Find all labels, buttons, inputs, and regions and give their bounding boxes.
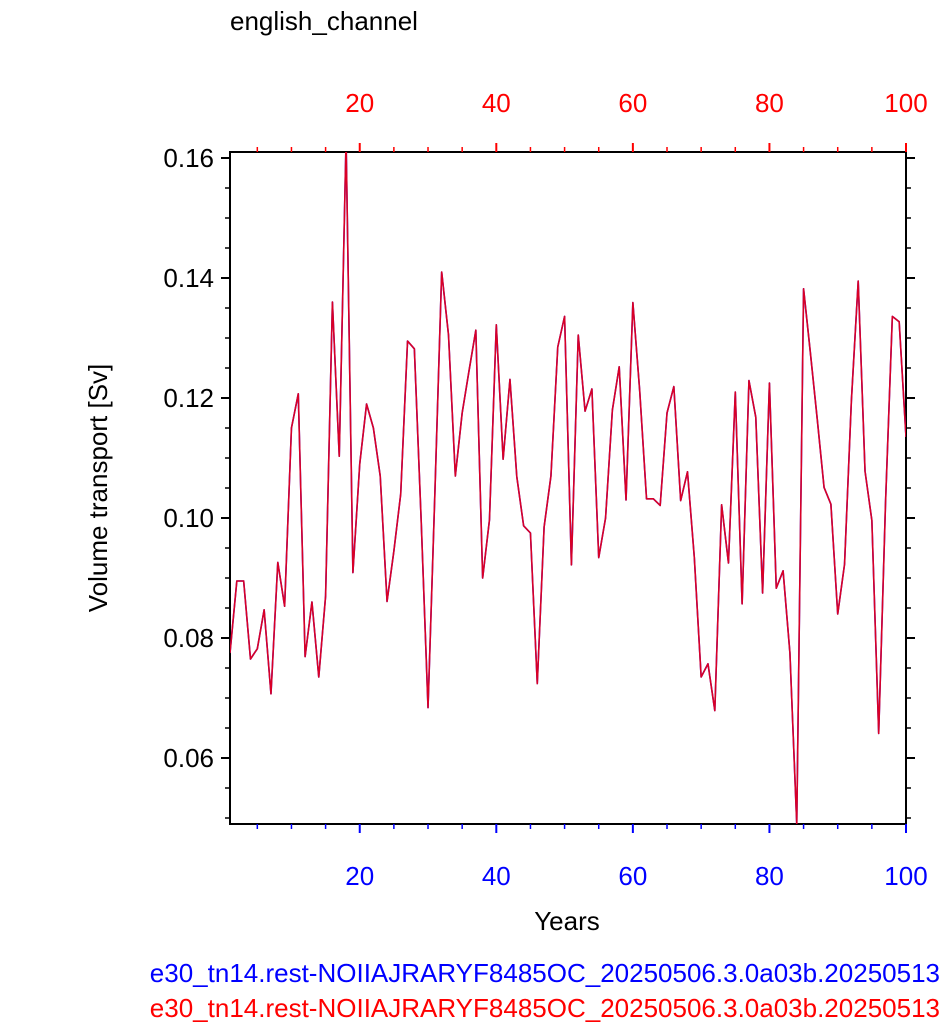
axes-layer: 0.06 0.08 0.10 0.12 0.14 0.16 20 20 40 40 60 60 80 80…	[163, 88, 927, 891]
y-tick-label: 0.10	[163, 503, 214, 533]
x-tick-label-bottom: 80	[755, 861, 784, 891]
series-line-red	[230, 152, 906, 824]
x-tick-label-top: 100	[884, 88, 927, 118]
chart-title: english_channel	[230, 6, 418, 36]
y-tick-label: 0.14	[163, 263, 214, 293]
legend-entry-blue: e30_tn14.rest-NOIIAJRARYF8485OC_20250506…	[149, 958, 940, 988]
x-tick-label-bottom: 60	[618, 861, 647, 891]
legend-entry-red: e30_tn14.rest-NOIIAJRARYF8485OC_20250506…	[149, 993, 940, 1023]
y-tick-label: 0.16	[163, 143, 214, 173]
x-tick-label-bottom: 100	[884, 861, 927, 891]
plot-frame	[229, 151, 907, 825]
x-tick-label-bottom: 40	[482, 861, 511, 891]
x-tick-label-top: 20	[345, 88, 374, 118]
y-axis-label: Volume transport [Sv]	[83, 364, 113, 613]
series-layer	[230, 152, 906, 824]
y-tick-label: 0.06	[163, 743, 214, 773]
x-tick-label-top: 60	[618, 88, 647, 118]
series-line-blue	[230, 152, 906, 824]
y-tick-label: 0.08	[163, 623, 214, 653]
x-axis-label: Years	[534, 906, 600, 936]
x-tick-label-top: 40	[482, 88, 511, 118]
x-tick-label-bottom: 20	[345, 861, 374, 891]
x-tick-label-top: 80	[755, 88, 784, 118]
y-tick-label: 0.12	[163, 383, 214, 413]
